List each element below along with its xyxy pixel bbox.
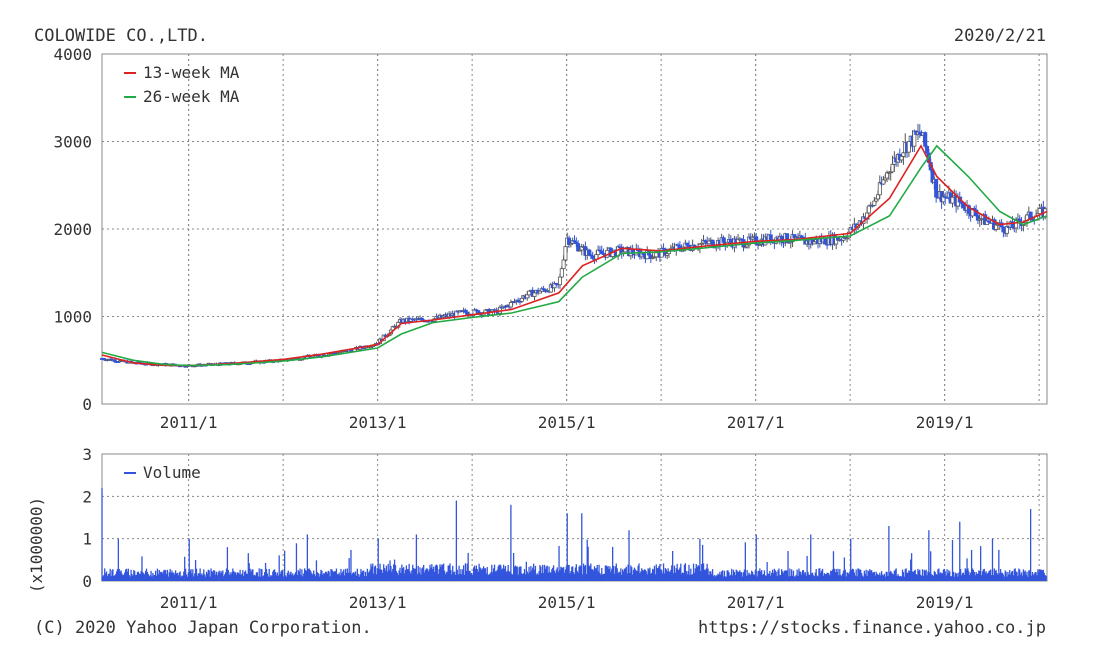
candle-body bbox=[866, 205, 871, 214]
chart-date: 2020/2/21 bbox=[953, 26, 1046, 46]
x-tick-label: 2017/1 bbox=[727, 413, 785, 432]
candle-body bbox=[508, 301, 513, 308]
company-name: COLOWIDE CO.,LTD. bbox=[34, 26, 208, 46]
candle-body bbox=[890, 163, 895, 173]
candle-body bbox=[925, 145, 930, 154]
y-tick-label: 0 bbox=[82, 395, 92, 414]
candle-body bbox=[728, 238, 733, 243]
candle-body bbox=[559, 268, 564, 278]
y-tick-label: 1 bbox=[82, 530, 92, 549]
candle-body bbox=[823, 237, 828, 245]
volume-grid bbox=[102, 454, 1047, 581]
candle-body bbox=[906, 141, 911, 153]
candle-body bbox=[1037, 208, 1042, 215]
price-legend: 13-week MA 26-week MA bbox=[124, 63, 240, 106]
candle-body bbox=[557, 276, 562, 286]
candle-body bbox=[587, 249, 592, 256]
candle-body bbox=[519, 297, 524, 302]
candle-body bbox=[872, 200, 877, 206]
candle-body bbox=[881, 179, 886, 185]
x-tick-label: 2017/1 bbox=[727, 593, 785, 612]
legend-label: 26-week MA bbox=[143, 87, 240, 106]
candle-body bbox=[654, 252, 659, 258]
candle-body bbox=[561, 259, 566, 270]
legend-label: 13-week MA bbox=[143, 63, 240, 82]
x-tick-label: 2015/1 bbox=[538, 413, 596, 432]
y-tick-label: 3 bbox=[82, 445, 92, 464]
candle-body bbox=[923, 132, 928, 147]
volume-legend: Volume bbox=[124, 463, 201, 482]
x-tick-label: 2015/1 bbox=[538, 593, 596, 612]
x-tick-label: 2013/1 bbox=[349, 593, 407, 612]
candle-body bbox=[901, 152, 906, 157]
y-tick-label: 1000 bbox=[53, 308, 92, 327]
volume-panel-frame bbox=[101, 453, 1048, 582]
price-plot bbox=[100, 123, 1048, 368]
x-tick-label: 2013/1 bbox=[349, 413, 407, 432]
candle-body bbox=[563, 246, 568, 261]
price-grid bbox=[102, 54, 1047, 404]
volume-plot bbox=[101, 487, 1047, 581]
candle-body bbox=[525, 294, 530, 299]
legend-label: Volume bbox=[143, 463, 201, 482]
y-tick-label: 4000 bbox=[53, 45, 92, 64]
candle-body bbox=[934, 178, 939, 198]
x-tick-label: 2019/1 bbox=[916, 593, 974, 612]
candle-body bbox=[532, 292, 537, 297]
x-tick-label: 2011/1 bbox=[160, 593, 218, 612]
candle-body bbox=[950, 196, 955, 204]
y-tick-label: 0 bbox=[82, 572, 92, 591]
ma13-line bbox=[101, 144, 1048, 367]
price-axis: 2011/1 2013/1 2015/1 2017/1 2019/1 0 1000 2000 3… bbox=[53, 45, 973, 432]
candle-body bbox=[875, 194, 880, 200]
y-tick-label: 2000 bbox=[53, 220, 92, 239]
candle-body bbox=[721, 237, 726, 243]
candle-body bbox=[877, 182, 882, 196]
candle-body bbox=[899, 155, 904, 161]
x-tick-label: 2019/1 bbox=[916, 413, 974, 432]
x-tick-label: 2011/1 bbox=[160, 413, 218, 432]
ma26-line bbox=[101, 144, 1048, 367]
volume-axis-label: (x1000000) bbox=[27, 497, 46, 593]
y-tick-label: 3000 bbox=[53, 133, 92, 152]
copyright-text: (C) 2020 Yahoo Japan Corporation. bbox=[34, 618, 372, 638]
volume-axis: 2011/1 2013/1 2015/1 2017/1 2019/1 0 1 2 3 bbox=[82, 445, 973, 612]
candle-body bbox=[1001, 226, 1006, 233]
y-tick-label: 2 bbox=[82, 487, 92, 506]
source-url[interactable]: https://stocks.finance.yahoo.co.jp bbox=[698, 618, 1046, 638]
